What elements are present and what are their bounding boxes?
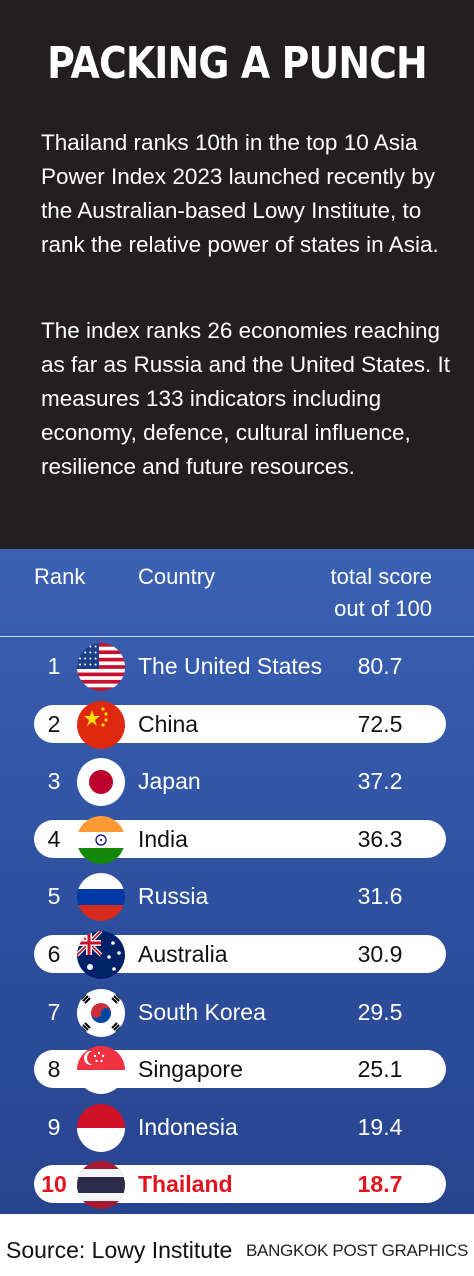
column-header-score-line1: total score — [330, 564, 433, 589]
header-panel: PACKING A PUNCH Thailand ranks 10th in t… — [0, 0, 474, 549]
score-cell: 19.4 — [357, 1113, 403, 1140]
table-row: 3 Japan 37.2 — [0, 758, 474, 807]
country-cell: Russia — [138, 883, 209, 910]
flag-usa-icon — [77, 643, 125, 691]
flag-china-icon — [77, 700, 125, 749]
flag-india-icon — [77, 815, 125, 864]
rank-cell: 2 — [47, 710, 61, 737]
ranking-table: Rank Country total score out of 100 1 The… — [0, 549, 474, 1214]
score-cell: 80.7 — [357, 653, 403, 679]
flag-south-korea-icon — [77, 988, 125, 1037]
rank-cell: 8 — [47, 1056, 61, 1083]
score-cell: 37.2 — [357, 768, 403, 795]
rank-cell: 6 — [47, 941, 61, 967]
flag-indonesia-icon — [77, 1103, 125, 1152]
rank-cell: 9 — [47, 1113, 61, 1140]
country-cell: Indonesia — [138, 1113, 238, 1140]
flag-singapore-icon — [77, 1046, 125, 1095]
description-paragraph: The index ranks 26 economies reaching as… — [41, 318, 450, 479]
score-cell: 31.6 — [357, 883, 403, 910]
country-cell: Japan — [138, 768, 201, 795]
flag-thailand-icon — [77, 1161, 125, 1210]
column-header-country: Country — [138, 564, 216, 589]
rank-cell: 10 — [41, 1171, 67, 1198]
column-header-score: total score out of 100 — [252, 561, 433, 625]
table-row: 6 Australia 30.9 — [0, 931, 474, 979]
flag-australia-icon — [77, 931, 125, 979]
rank-cell: 5 — [47, 883, 61, 910]
table-row: 7 South Korea 29.5 — [0, 988, 474, 1037]
credit-line: BANGKOK POST GRAPHICS — [246, 1241, 468, 1260]
country-cell: South Korea — [138, 998, 266, 1025]
rank-cell: 3 — [47, 768, 61, 795]
table-row: 10 Thailand 18.7 — [0, 1161, 474, 1210]
footer: Source: Lowy Institute BANGKOK POST GRAP… — [0, 1214, 474, 1276]
column-header-rank: Rank — [34, 564, 86, 589]
country-cell: China — [138, 710, 199, 737]
rank-cell: 7 — [47, 998, 61, 1025]
table-row: 1 The United States 80.7 — [0, 643, 474, 691]
score-cell: 18.7 — [357, 1171, 403, 1198]
table-row: 8 Singapore 25.1 — [0, 1046, 474, 1095]
table-row: 4 India 36.3 — [0, 815, 474, 864]
score-cell: 29.5 — [357, 998, 403, 1025]
score-cell: 25.1 — [357, 1056, 403, 1083]
source-note: Source: Lowy Institute — [6, 1237, 233, 1263]
country-cell: India — [138, 825, 188, 852]
score-cell: 72.5 — [357, 710, 403, 737]
rank-cell: 4 — [47, 825, 61, 852]
table-row: 2 China 72.5 — [0, 700, 474, 749]
country-cell: The United States — [138, 653, 323, 679]
intro-paragraph: Thailand ranks 10th in the top 10 Asia P… — [41, 130, 439, 257]
score-cell: 30.9 — [357, 941, 403, 967]
table-row: 5 Russia 31.6 — [0, 873, 474, 922]
page-title: PACKING A PUNCH — [47, 38, 428, 89]
flag-japan-icon — [77, 758, 125, 807]
score-cell: 36.3 — [357, 825, 403, 852]
country-cell: Thailand — [138, 1171, 233, 1198]
country-cell: Singapore — [138, 1056, 243, 1083]
table-row: 9 Indonesia 19.4 — [0, 1103, 474, 1152]
flag-russia-icon — [77, 873, 125, 922]
rank-cell: 1 — [47, 653, 61, 679]
header-divider — [0, 636, 474, 637]
column-header-score-line2: out of 100 — [334, 596, 432, 621]
country-cell: Australia — [138, 941, 228, 967]
